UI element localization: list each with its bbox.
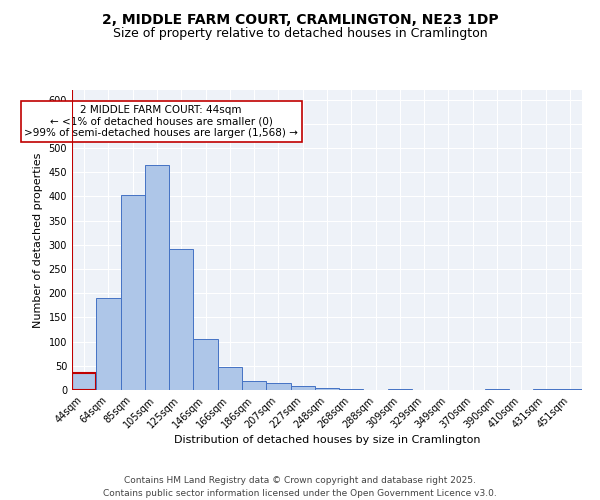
Bar [533,388,558,390]
Bar [218,368,242,390]
Bar [388,388,412,390]
Y-axis label: Number of detached properties: Number of detached properties [33,152,43,328]
Bar [315,388,339,390]
Bar [485,388,509,390]
Text: 2 MIDDLE FARM COURT: 44sqm
← <1% of detached houses are smaller (0)
>99% of semi: 2 MIDDLE FARM COURT: 44sqm ← <1% of deta… [25,105,298,138]
X-axis label: Distribution of detached houses by size in Cramlington: Distribution of detached houses by size … [174,436,480,446]
Bar [339,389,364,390]
Bar [96,298,121,390]
Text: 2, MIDDLE FARM COURT, CRAMLINGTON, NE23 1DP: 2, MIDDLE FARM COURT, CRAMLINGTON, NE23 … [101,12,499,26]
Bar [558,388,582,390]
Bar [121,195,145,390]
Bar [169,249,193,390]
Text: Contains HM Land Registry data © Crown copyright and database right 2025.
Contai: Contains HM Land Registry data © Crown c… [103,476,497,498]
Bar [242,381,266,390]
Bar [72,373,96,390]
Bar [145,165,169,390]
Bar [193,338,218,390]
Text: Size of property relative to detached houses in Cramlington: Size of property relative to detached ho… [113,28,487,40]
Bar [266,382,290,390]
Bar [290,386,315,390]
